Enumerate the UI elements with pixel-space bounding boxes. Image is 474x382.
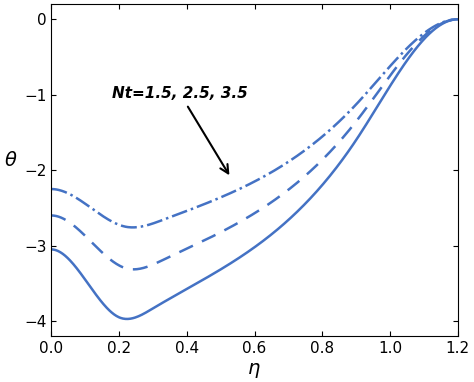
X-axis label: η: η <box>248 359 261 378</box>
Text: Nt=1.5, 2.5, 3.5: Nt=1.5, 2.5, 3.5 <box>112 86 248 173</box>
Y-axis label: θ: θ <box>4 151 16 170</box>
